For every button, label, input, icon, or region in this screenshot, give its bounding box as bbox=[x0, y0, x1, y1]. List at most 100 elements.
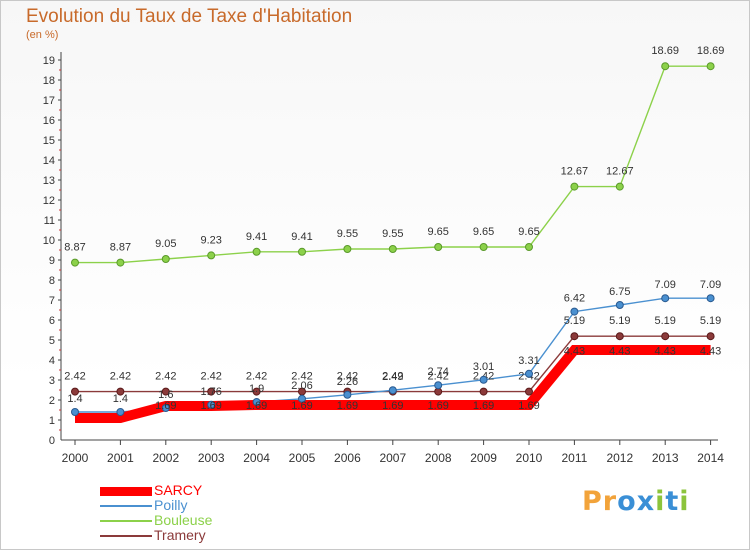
data-label-tramery: 2.42 bbox=[110, 371, 131, 383]
data-label-bouleuse: 8.87 bbox=[64, 242, 85, 254]
series-point-tramery bbox=[71, 387, 79, 396]
data-label-bouleuse: 12.67 bbox=[606, 166, 634, 178]
series-point-bouleuse bbox=[434, 243, 443, 251]
series-point-bouleuse bbox=[298, 247, 306, 256]
series-point-poilly bbox=[388, 386, 397, 395]
data-label-tramery: 2.42 bbox=[427, 371, 448, 383]
series-point-poilly bbox=[252, 398, 261, 406]
data-label-poilly: 3.01 bbox=[473, 361, 494, 373]
data-label-bouleuse: 9.41 bbox=[246, 231, 267, 243]
data-label-annotation: 4.43 bbox=[654, 345, 675, 357]
data-label-bouleuse: 9.65 bbox=[427, 226, 448, 238]
logo-letter: i bbox=[655, 486, 666, 517]
logo-letter: t bbox=[665, 486, 680, 517]
data-label-annotation: 1.69 bbox=[246, 400, 267, 412]
x-tick-label: 2011 bbox=[561, 451, 587, 465]
series-point-poilly bbox=[434, 381, 443, 390]
data-label-bouleuse: 8.87 bbox=[110, 242, 131, 254]
legend-swatch bbox=[100, 535, 152, 537]
y-tick-label: 4 bbox=[49, 355, 55, 367]
series-point-bouleuse bbox=[525, 243, 533, 251]
series-point-bouleuse bbox=[706, 62, 715, 71]
data-label-poilly: 3.31 bbox=[518, 355, 539, 367]
data-label-tramery: 5.19 bbox=[609, 315, 630, 327]
data-label-bouleuse: 9.55 bbox=[337, 228, 358, 240]
data-label-bouleuse: 9.23 bbox=[200, 234, 221, 246]
series-point-tramery bbox=[252, 387, 261, 396]
y-tick-label: 7 bbox=[49, 295, 55, 307]
series-point-poilly bbox=[298, 394, 306, 403]
series-point-bouleuse bbox=[388, 245, 397, 253]
data-label-annotation: 1.69 bbox=[382, 400, 403, 412]
series-point-tramery bbox=[525, 387, 533, 396]
chart-legend: SARCY Poilly Bouleuse Tramery bbox=[100, 483, 300, 543]
series-point-poilly bbox=[116, 408, 125, 416]
series-point-tramery bbox=[661, 332, 670, 341]
series-point-bouleuse bbox=[661, 62, 670, 71]
legend-label: SARCY bbox=[154, 482, 203, 498]
logo-letter: r bbox=[602, 486, 618, 517]
series-point-tramery bbox=[570, 332, 579, 341]
data-label-tramery: 5.19 bbox=[700, 315, 721, 327]
y-tick-label: 17 bbox=[43, 95, 55, 107]
y-tick-label: 16 bbox=[43, 115, 55, 127]
data-label-poilly: 7.09 bbox=[700, 279, 721, 291]
series-point-bouleuse bbox=[343, 245, 352, 253]
series-point-poilly bbox=[343, 390, 352, 399]
legend-item-bouleuse: Bouleuse bbox=[100, 513, 300, 528]
series-point-poilly bbox=[207, 400, 216, 409]
data-label-poilly: 2.49 bbox=[382, 371, 403, 383]
y-tick-label: 14 bbox=[43, 155, 55, 167]
data-label-bouleuse: 9.65 bbox=[473, 226, 494, 238]
series-point-poilly bbox=[161, 404, 170, 412]
data-label-bouleuse: 9.41 bbox=[291, 231, 312, 243]
data-label-annotation: 1.69 bbox=[473, 400, 494, 412]
data-label-annotation: 1.69 bbox=[155, 400, 176, 412]
data-label-bouleuse: 12.67 bbox=[561, 166, 589, 178]
data-label-annotation: 4.43 bbox=[700, 345, 721, 357]
y-tick-label: 18 bbox=[43, 75, 55, 87]
series-point-poilly bbox=[570, 307, 579, 316]
y-tick-label: 8 bbox=[49, 275, 55, 287]
data-label-tramery: 2.42 bbox=[382, 371, 403, 383]
x-tick-label: 2013 bbox=[652, 451, 679, 465]
legend-swatch bbox=[100, 505, 152, 507]
x-tick-label: 2008 bbox=[425, 451, 452, 465]
data-label-bouleuse: 9.05 bbox=[155, 238, 176, 250]
data-label-annotation: 1.69 bbox=[291, 400, 312, 412]
series-point-poilly bbox=[706, 294, 715, 303]
data-label-bouleuse: 9.65 bbox=[518, 226, 539, 238]
y-tick-label: 11 bbox=[44, 215, 55, 227]
series-point-bouleuse bbox=[479, 243, 488, 251]
y-tick-label: 5 bbox=[49, 335, 55, 347]
legend-label: Poilly bbox=[154, 497, 188, 513]
series-point-poilly bbox=[615, 301, 624, 309]
x-tick-label: 2007 bbox=[379, 451, 406, 465]
logo-letter: o bbox=[617, 486, 637, 517]
series-point-poilly bbox=[525, 369, 533, 378]
data-label-annotation: 4.43 bbox=[564, 345, 585, 357]
y-tick-label: 15 bbox=[43, 135, 55, 147]
series-point-bouleuse bbox=[116, 258, 125, 267]
y-tick-label: 3 bbox=[49, 375, 55, 387]
y-tick-label: 10 bbox=[43, 235, 55, 247]
data-label-poilly: 1.9 bbox=[249, 383, 264, 395]
legend-label: Tramery bbox=[154, 527, 206, 543]
series-point-tramery bbox=[706, 332, 715, 341]
data-label-annotation: 1.69 bbox=[518, 400, 539, 412]
x-tick-label: 2004 bbox=[243, 451, 270, 465]
series-point-poilly bbox=[661, 294, 670, 303]
legend-item-poilly: Poilly bbox=[100, 498, 300, 513]
y-tick-label: 2 bbox=[49, 395, 55, 407]
legend-swatch bbox=[100, 520, 152, 522]
data-label-poilly: 1.4 bbox=[113, 393, 128, 405]
chart-title: Evolution du Taux de Taxe d'Habitation bbox=[26, 6, 353, 27]
series-point-tramery bbox=[207, 387, 216, 396]
y-tick-label: 1 bbox=[49, 415, 55, 427]
x-tick-label: 2002 bbox=[152, 451, 179, 465]
x-tick-label: 2014 bbox=[697, 451, 724, 465]
series-point-tramery bbox=[161, 387, 170, 396]
y-tick-label: 9 bbox=[49, 255, 55, 267]
